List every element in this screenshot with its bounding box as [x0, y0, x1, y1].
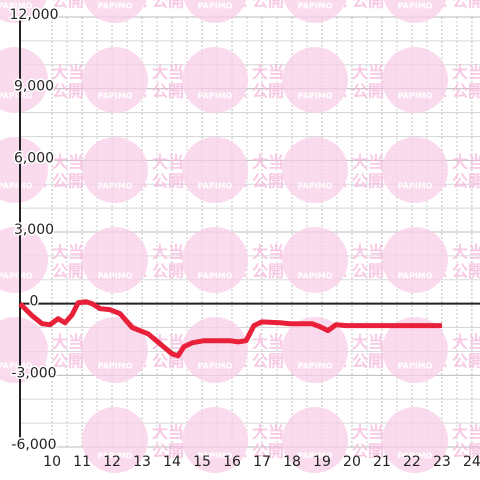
watermark-brand: PAPIMO	[0, 92, 33, 101]
y-tick-label: 3,000	[14, 222, 54, 238]
series-line	[18, 299, 442, 359]
watermark-text: 公開サービス	[452, 442, 480, 461]
watermark-brand: PAPIMO	[0, 182, 33, 191]
y-tick-label: 6,000	[14, 150, 54, 166]
x-tick-label: 20	[343, 454, 361, 470]
plot: -6,000 -3,000 0 3,000 6,000 9,000 12,000 10 11 12…	[8, 6, 480, 471]
y-tick-label: -6,000	[11, 437, 56, 453]
watermark-circle	[0, 227, 48, 293]
watermark-circle	[283, 0, 347, 23]
x-tick-label: 11	[73, 454, 91, 470]
watermark-brand: PAPIMO	[0, 2, 33, 11]
x-tick-label: 21	[373, 454, 391, 470]
watermark-brand: PAPIMO	[198, 182, 233, 191]
watermark-circle	[282, 137, 348, 203]
x-tick-label: 23	[433, 454, 451, 470]
x-tick-label: 24	[463, 454, 480, 470]
watermark-circle	[282, 407, 348, 473]
watermark-brand: PAPIMO	[98, 92, 133, 101]
watermark-brand: PAPIMO	[198, 362, 233, 371]
watermark-circle	[0, 47, 48, 113]
watermark-brand: PAPIMO	[98, 452, 133, 461]
watermark-brand: PAPIMO	[298, 92, 333, 101]
watermark-circle	[182, 227, 248, 293]
watermark-circle	[282, 227, 348, 293]
watermark-brand: PAPIMO	[398, 362, 433, 371]
watermark-circle	[383, 0, 447, 23]
watermark-circle	[282, 47, 348, 113]
x-tick-label: 10	[43, 454, 61, 470]
x-tick-label: 16	[223, 454, 241, 470]
watermark-text: 公開サービス	[452, 352, 480, 371]
watermark-circle	[0, 137, 48, 203]
watermark-brand: PAPIMO	[198, 92, 233, 101]
watermark-brand: PAPIMO	[0, 362, 33, 371]
y-tick-label: 0	[30, 294, 39, 310]
watermark-brand: PAPIMO	[398, 2, 433, 11]
watermark-brand: PAPIMO	[398, 272, 433, 281]
watermark-brand: PAPIMO	[298, 272, 333, 281]
watermark-circle	[0, 317, 48, 383]
watermark-circle	[382, 137, 448, 203]
watermark-brand: PAPIMO	[198, 272, 233, 281]
watermark-brand: PAPIMO	[98, 272, 133, 281]
watermark-text: 公開サービス	[452, 82, 480, 101]
x-tick-label: 12	[103, 454, 121, 470]
watermark-text: 大当り情報	[452, 423, 480, 442]
y-tick-label: 9,000	[14, 79, 54, 95]
watermark-text: 大当り情報	[452, 153, 480, 172]
watermark-circle	[82, 227, 148, 293]
watermark-brand: PAPIMO	[98, 182, 133, 191]
y-tick-label: 12,000	[10, 7, 59, 23]
watermark-brand: PAPIMO	[98, 362, 133, 371]
watermark-brand: PAPIMO	[198, 2, 233, 11]
watermark-text: 大当り情報	[452, 243, 480, 262]
watermark-brand: PAPIMO	[398, 92, 433, 101]
watermark-circle	[182, 407, 248, 473]
x-tick-label: 15	[193, 454, 211, 470]
watermark-brand: PAPIMO	[198, 452, 233, 461]
watermark-brand: PAPIMO	[98, 2, 133, 11]
watermark-text: 公開サービス	[452, 262, 480, 281]
watermark-brand: PAPIMO	[398, 452, 433, 461]
y-tick-label: -3,000	[11, 365, 56, 381]
x-tick-label: 13	[133, 454, 151, 470]
x-tick-label: 14	[163, 454, 181, 470]
watermark-text: 大当り情報	[452, 333, 480, 352]
watermark-circle	[282, 317, 348, 383]
watermark-circle	[82, 407, 148, 473]
watermark-circle	[382, 407, 448, 473]
watermark-circle	[182, 47, 248, 113]
watermark-circle	[82, 47, 148, 113]
watermark-text: 公開サービス	[452, 0, 480, 11]
watermark-brand: PAPIMO	[0, 272, 33, 281]
watermark-circle	[82, 137, 148, 203]
watermark-brand: PAPIMO	[298, 362, 333, 371]
watermark-circle	[182, 317, 248, 383]
x-tick-label: 19	[313, 454, 331, 470]
watermark-circle	[82, 317, 148, 383]
x-tick-label: 17	[253, 454, 271, 470]
watermark-circle	[0, 0, 47, 23]
watermark-circle	[382, 227, 448, 293]
watermark-circle	[183, 0, 247, 23]
watermark-circle	[382, 317, 448, 383]
watermark-circle	[83, 0, 147, 23]
x-tick-label: 22	[403, 454, 421, 470]
watermark-circle	[182, 137, 248, 203]
watermark-brand: PAPIMO	[398, 182, 433, 191]
x-tick-label: 18	[283, 454, 301, 470]
watermark-brand: PAPIMO	[298, 452, 333, 461]
watermark-circle	[382, 47, 448, 113]
watermark-text: 公開サービス	[452, 172, 480, 191]
watermark-brand: PAPIMO	[298, 182, 333, 191]
watermark-text: 大当り情報	[452, 63, 480, 82]
watermark-brand: PAPIMO	[298, 2, 333, 11]
